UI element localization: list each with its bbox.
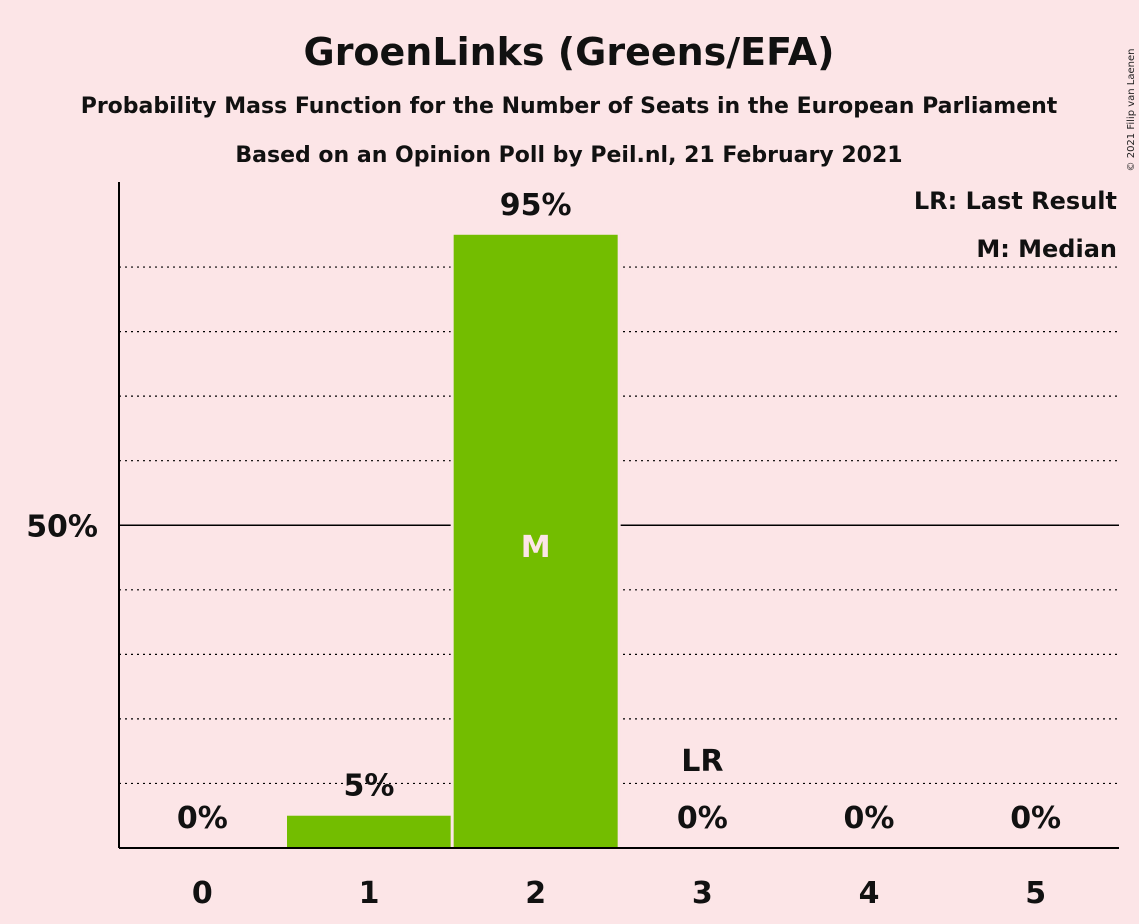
data-label: 95% (500, 188, 572, 223)
x-tick-label: 3 (692, 876, 713, 911)
data-label: 5% (344, 769, 395, 804)
x-tick-label: 5 (1025, 876, 1046, 911)
x-tick-label: 1 (359, 876, 380, 911)
bars (284, 231, 621, 848)
legend-last-result: LR: Last Result (914, 187, 1117, 215)
bar-seats-1 (287, 815, 451, 848)
data-label: 0% (677, 801, 728, 836)
x-tick-label: 4 (859, 876, 880, 911)
chart-subtitle: Probability Mass Function for the Number… (81, 94, 1058, 119)
y-tick-label: 50% (26, 509, 98, 544)
data-label: 0% (1010, 801, 1061, 836)
median-marker: M (521, 530, 551, 565)
bar-seats-2 (453, 234, 618, 848)
chart-title: GroenLinks (Greens/EFA) (304, 30, 835, 74)
last-result-marker: LR (681, 744, 723, 779)
x-tick-label: 2 (525, 876, 546, 911)
x-tick-label: 0 (192, 876, 213, 911)
chart-subtitle-source: Based on an Opinion Poll by Peil.nl, 21 … (235, 143, 902, 168)
axes (118, 182, 1119, 849)
copyright-notice: © 2021 Filip van Laenen (1126, 49, 1137, 172)
data-label: 0% (844, 801, 895, 836)
labels: 50%0 1 2 3 4 50%5%95%0% 0% 0%MLR (26, 188, 1061, 911)
legend-median: M: Median (976, 235, 1117, 263)
data-label: 0% (177, 801, 228, 836)
